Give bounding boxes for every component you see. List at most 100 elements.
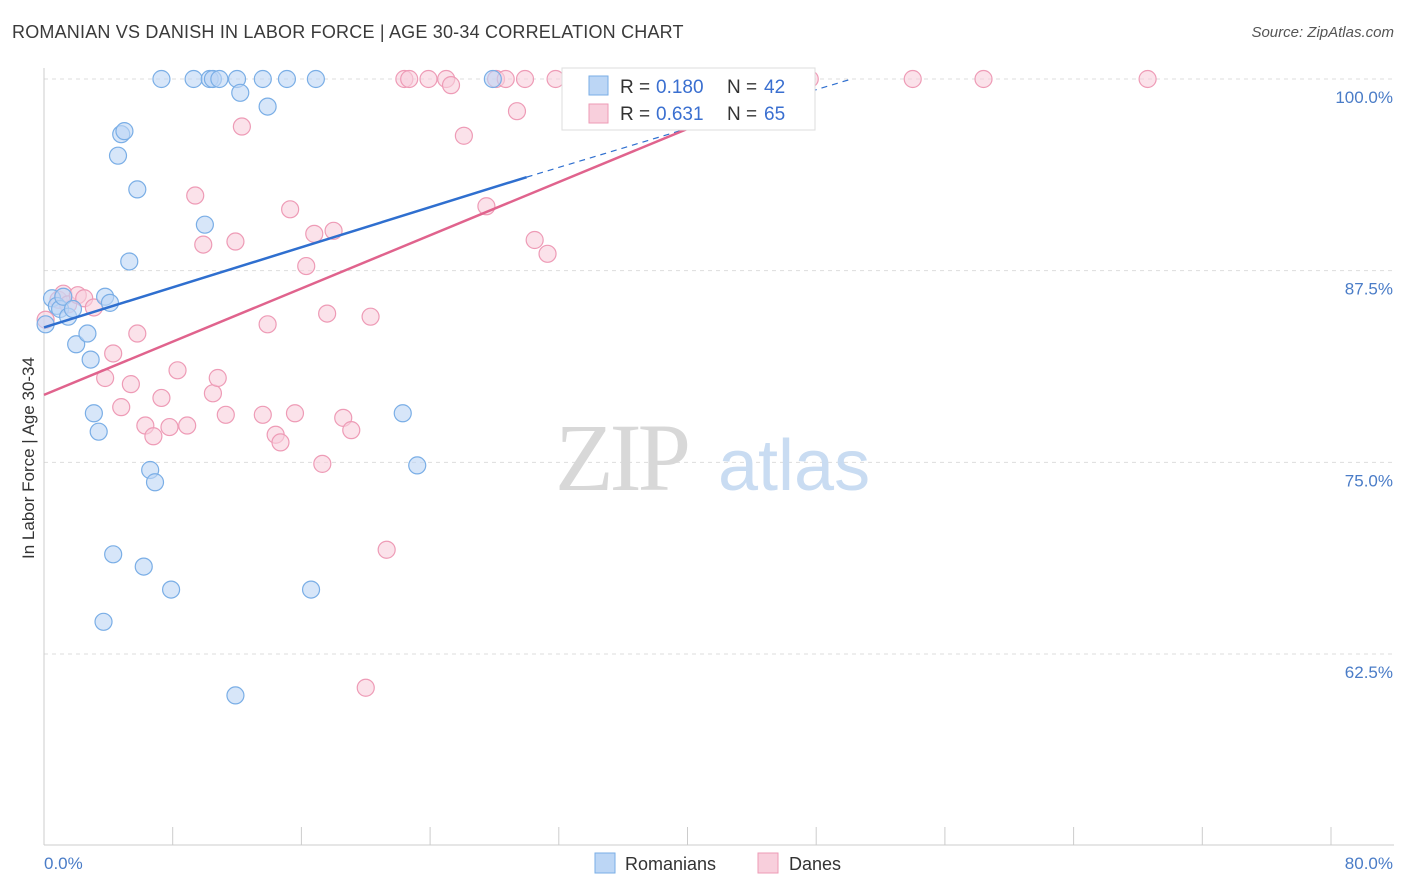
- danes-point-53: [538, 244, 557, 263]
- source-label: Source: ZipAtlas.com: [1251, 24, 1394, 41]
- danes-point-20: [203, 384, 223, 403]
- romanians-points: [36, 69, 502, 705]
- romanians-point-39: [393, 404, 412, 423]
- danes-point-52: [525, 230, 544, 250]
- danes-point-42: [400, 69, 419, 89]
- danes-points: [36, 69, 1157, 697]
- romanians-point-8: [78, 324, 97, 343]
- danes-point-8: [104, 344, 123, 363]
- y-axis-labels: 62.5% 75.0% 87.5% 100.0%: [1335, 88, 1393, 682]
- axes: [43, 68, 1394, 846]
- legend-swatch-danes: [588, 103, 609, 124]
- romanians-point-9: [81, 350, 100, 369]
- romanians-point-37: [301, 580, 321, 599]
- legend-n-value-danes: 65: [764, 104, 785, 125]
- legend-swatch-romanians: [588, 75, 609, 96]
- legend-r-value-romanians: 0.180: [656, 77, 704, 98]
- y-tick-label-1: 75.0%: [1345, 471, 1393, 490]
- romanians-point-38: [306, 69, 325, 89]
- watermark-atlas: atlas: [718, 426, 870, 506]
- romanians-point-4: [54, 287, 73, 306]
- x-axis-labels: 0.0% 80.0%: [44, 854, 1393, 873]
- danes-point-17: [178, 416, 197, 435]
- romanians-point-41: [483, 69, 502, 89]
- danes-point-23: [226, 232, 245, 251]
- danes-point-63: [974, 69, 993, 89]
- danes-point-64: [1138, 69, 1157, 89]
- romanians-point-19: [120, 252, 139, 271]
- legend-r-label-romanians: R =: [620, 77, 650, 98]
- romanians-point-7: [67, 335, 86, 354]
- y-tick-label-2: 87.5%: [1345, 280, 1393, 299]
- romanians-point-15: [94, 612, 113, 631]
- danes-point-24: [232, 117, 251, 136]
- romanians-point-14: [104, 545, 123, 564]
- romanians-point-40: [408, 456, 427, 475]
- danes-point-51: [515, 69, 535, 89]
- legend-r-value-danes: 0.631: [656, 104, 704, 125]
- danes-point-13: [144, 427, 163, 446]
- watermark-zip: ZIP: [555, 404, 688, 511]
- romanians-trend-line: [43, 175, 527, 329]
- romanians-point-34: [253, 69, 272, 89]
- danes-point-15: [160, 417, 179, 437]
- romanians-point-25: [152, 69, 171, 89]
- legend-r-label-danes: R =: [620, 104, 650, 125]
- danes-point-28: [271, 433, 290, 452]
- romanians-point-30: [210, 69, 229, 89]
- danes-point-40: [377, 540, 396, 559]
- danes-point-46: [454, 126, 473, 145]
- legend-n-value-romanians: 42: [764, 77, 785, 98]
- danes-point-45: [441, 76, 461, 95]
- danes-point-31: [297, 256, 316, 276]
- legend-n-label-danes: N =: [727, 104, 757, 125]
- romanians-point-33: [231, 83, 250, 102]
- danes-point-18: [186, 186, 205, 205]
- romanians-point-31: [226, 686, 245, 705]
- romanians-point-20: [128, 180, 147, 199]
- danes-point-25: [253, 405, 272, 424]
- danes-point-21: [208, 368, 227, 388]
- legend-n-label-romanians: N =: [727, 77, 757, 98]
- danes-point-26: [258, 315, 277, 334]
- danes-point-22: [216, 405, 235, 424]
- x-tick-label-1: 80.0%: [1345, 854, 1393, 873]
- romanians-point-26: [184, 69, 203, 89]
- bottom-legend-danes: Danes: [789, 854, 841, 874]
- chart-title: ROMANIAN VS DANISH IN LABOR FORCE | AGE …: [12, 22, 684, 42]
- danes-point-9: [112, 398, 131, 417]
- bottom-legend-romanians: Romanians: [625, 854, 716, 874]
- danes-point-43: [419, 69, 438, 89]
- bottom-legend-swatch-danes: [757, 852, 779, 874]
- romanians-point-16: [108, 146, 128, 165]
- romanians-point-36: [277, 69, 297, 89]
- romanians-point-35: [258, 97, 277, 116]
- y-tick-label-3: 100.0%: [1335, 88, 1393, 107]
- y-axis-title: In Labor Force | Age 30-34: [19, 357, 38, 559]
- stats-legend: R = 0.180 N = 42 R = 0.631 N = 65: [561, 67, 816, 131]
- danes-point-14: [152, 388, 171, 408]
- danes-point-19: [194, 235, 213, 254]
- danes-point-34: [318, 304, 337, 323]
- danes-point-50: [507, 102, 527, 121]
- danes-point-32: [305, 224, 324, 243]
- danes-point-37: [342, 421, 361, 440]
- series-legend: Romanians Danes: [594, 852, 841, 874]
- danes-point-11: [128, 324, 147, 343]
- romanians-point-24: [161, 580, 181, 599]
- romanians-point-6: [63, 299, 83, 319]
- danes-point-30: [285, 404, 305, 423]
- danes-point-29: [281, 200, 300, 219]
- danes-point-62: [903, 69, 922, 89]
- romanians-point-10: [84, 404, 103, 423]
- danes-trend-line: [43, 77, 809, 397]
- danes-point-39: [361, 307, 380, 326]
- danes-point-10: [121, 375, 140, 394]
- danes-point-38: [356, 678, 375, 697]
- danes-point-33: [313, 454, 332, 473]
- romanians-point-28: [195, 215, 214, 234]
- romanians-point-11: [89, 422, 108, 441]
- bottom-legend-swatch-romanians: [594, 852, 616, 874]
- romanians-point-21: [134, 557, 153, 576]
